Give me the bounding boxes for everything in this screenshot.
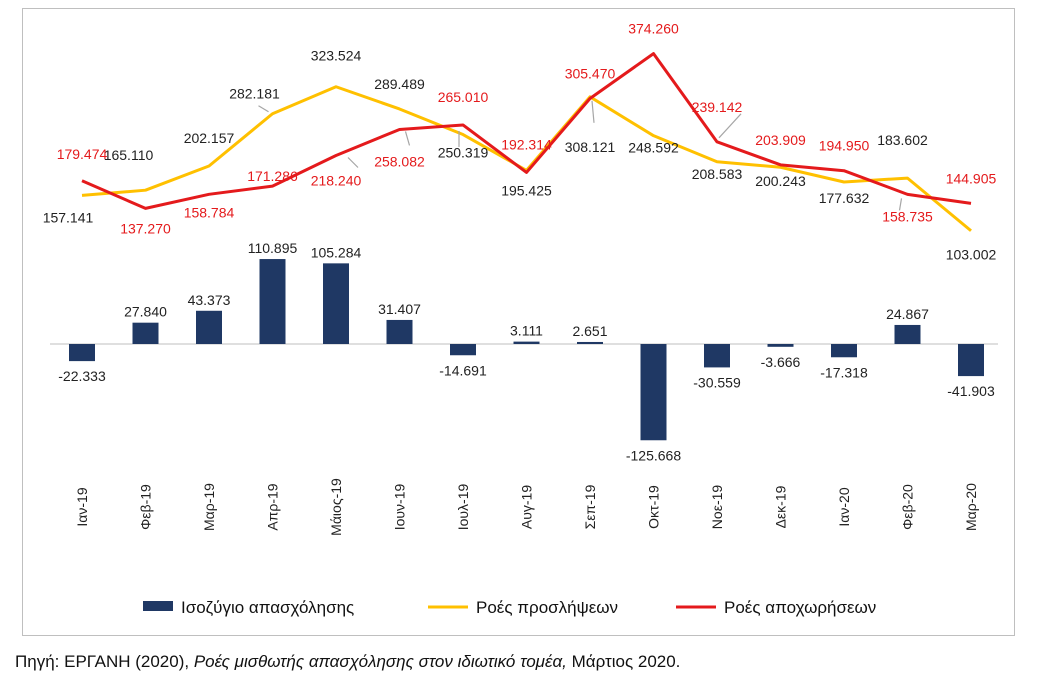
bar-data-label: 2.651: [572, 323, 607, 339]
chart-frame: -22.333 27.840 43.373 110.895 105.284 31.407 -…: [22, 8, 1015, 636]
hires-data-label: 250.319: [438, 145, 489, 161]
bar-balance: [323, 263, 349, 344]
hires-data-label: 103.002: [946, 247, 997, 263]
exits-data-label: 305.470: [565, 66, 616, 82]
exits-data-label: 258.082: [374, 153, 425, 169]
bar-balance: [259, 259, 286, 344]
bar-balance: [958, 344, 984, 377]
hires-data-label: 308.121: [565, 139, 616, 155]
exits-data-label: 374.260: [628, 21, 679, 37]
bar-data-label: -41.903: [947, 383, 995, 399]
leader-line: [258, 105, 269, 113]
hires-data-label: 202.157: [184, 130, 235, 146]
category-tick-label: Φεβ-20: [900, 484, 916, 530]
hires-data-label: 195.425: [501, 182, 552, 198]
hires-data-label: 177.632: [819, 190, 870, 206]
category-tick-label: Ιαν-20: [836, 487, 852, 526]
bar-data-label: 27.840: [124, 304, 167, 320]
bar-data-label: 110.895: [248, 240, 298, 256]
hires-data-label: 200.243: [755, 173, 806, 189]
legend-balance-swatch: [143, 601, 173, 611]
bar-balance: [640, 344, 667, 441]
source-note: Πηγή: ΕΡΓΑΝΗ (2020), Ροές μισθωτής απασχ…: [15, 652, 680, 672]
bar-balance: [132, 322, 159, 344]
legend-balance-label: Ισοζύγιο απασχόλησης: [181, 598, 354, 617]
exits-data-label: 192.314: [501, 136, 552, 152]
hires-data-label: 289.489: [374, 76, 425, 92]
exits-data-label: 179.474: [57, 146, 108, 162]
bar-balance: [450, 344, 476, 356]
leader-line: [347, 157, 359, 168]
category-tick-label: Νοε-19: [709, 485, 725, 530]
exits-data-label: 158.735: [882, 208, 933, 224]
bar-data-label: -125.668: [626, 447, 681, 463]
bar-balance: [704, 344, 730, 368]
source-title: Ροές μισθωτής απασχόλησης στον ιδιωτικό …: [193, 652, 567, 671]
exits-data-label: 265.010: [438, 89, 489, 105]
category-tick-label: Αυγ-19: [519, 485, 535, 529]
bar-data-label: -3.666: [761, 354, 801, 370]
hires-data-label: 248.592: [628, 140, 679, 156]
bar-balance: [69, 344, 95, 362]
bar-balance: [386, 319, 413, 344]
bar-data-label: 3.111: [510, 323, 543, 339]
hires-data-label: 165.110: [104, 147, 154, 163]
category-tick-label: Σεπ-19: [582, 484, 598, 529]
category-tick-label: Μαρ-19: [201, 483, 217, 531]
exits-data-label: 158.784: [184, 204, 235, 220]
source-suffix: Μάρτιος 2020.: [566, 652, 681, 671]
bar-data-label: -14.691: [439, 362, 487, 378]
exits-data-label: 239.142: [692, 99, 743, 115]
hires-data-label: 323.524: [311, 48, 362, 64]
hires-data-label: 208.583: [692, 166, 743, 182]
exits-data-label: 203.909: [755, 132, 806, 148]
category-tick-label: Δεκ-19: [773, 485, 789, 528]
bar-data-label: 105.284: [311, 244, 362, 260]
hires-data-label: 183.602: [877, 132, 928, 148]
bar-balance: [513, 341, 540, 344]
category-tick-label: Ιουλ-19: [455, 484, 471, 531]
exits-data-label: 171.286: [247, 168, 298, 184]
exits-data-label: 194.950: [819, 138, 870, 154]
category-tick-label: Ιαν-19: [74, 487, 90, 526]
bar-data-label: -22.333: [58, 368, 106, 384]
bar-balance: [196, 310, 222, 344]
combo-chart: -22.333 27.840 43.373 110.895 105.284 31.407 -…: [43, 21, 998, 617]
bar-balance: [767, 344, 794, 347]
bar-data-label: -30.559: [693, 374, 741, 390]
legend-hires-label: Ροές προσλήψεων: [476, 598, 618, 617]
category-tick-label: Φεβ-19: [138, 484, 154, 530]
bar-data-label: 43.373: [188, 292, 231, 308]
category-tick-label: Μαρ-20: [963, 483, 979, 531]
exits-data-label: 218.240: [311, 172, 362, 188]
exits-data-label: 144.905: [946, 170, 997, 186]
hires-data-label: 282.181: [229, 86, 280, 102]
bar-balance: [894, 324, 921, 344]
bar-balance: [831, 344, 857, 358]
hires-data-label: 157.141: [43, 209, 94, 225]
category-tick-label: Απρ-19: [265, 483, 281, 530]
exits-data-label: 137.270: [120, 220, 171, 236]
bar-data-label: -17.318: [820, 364, 868, 380]
bar-balance: [577, 341, 603, 344]
category-tick-label: Ιουν-19: [392, 484, 408, 531]
category-tick-label: Οκτ-19: [646, 485, 662, 529]
source-prefix: Πηγή: ΕΡΓΑΝΗ (2020),: [15, 652, 194, 671]
leader-line: [718, 113, 742, 139]
legend-exits-label: Ροές αποχωρήσεων: [724, 598, 876, 617]
line-exits: [81, 52, 972, 210]
category-tick-label: Μάιος-19: [328, 478, 344, 536]
bar-data-label: 31.407: [378, 301, 421, 317]
leader-line: [404, 131, 411, 146]
bar-data-label: 24.867: [886, 306, 929, 322]
leader-line: [898, 198, 903, 211]
leader-line: [591, 100, 595, 123]
